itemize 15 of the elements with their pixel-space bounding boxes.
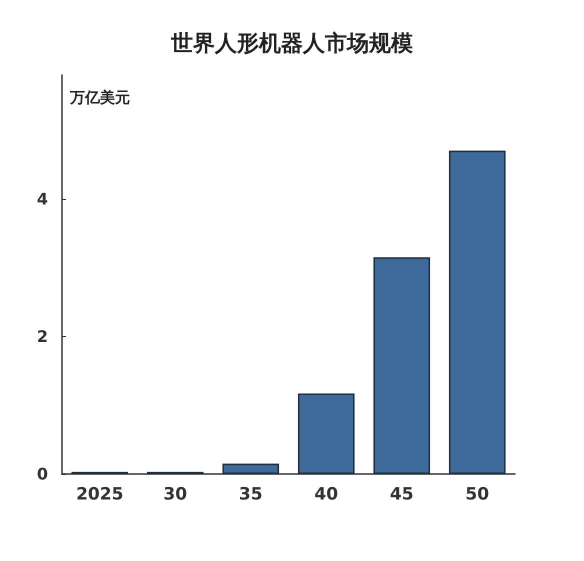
chart-title: 世界人形机器人市场规模: [170, 30, 413, 56]
x-tick-label: 30: [163, 484, 188, 504]
y-tick-label: 2: [36, 326, 48, 346]
x-tick-label: 2025: [76, 484, 124, 504]
bar: [298, 394, 355, 474]
x-tick-label: 40: [314, 484, 338, 504]
y-axis-title: 万亿美元: [69, 88, 130, 106]
bar: [222, 464, 280, 474]
x-tick-label: 45: [390, 484, 414, 504]
y-tick-label: 0: [36, 464, 48, 484]
bar: [373, 257, 430, 474]
bar: [448, 150, 506, 474]
x-tick-label: 35: [238, 484, 263, 504]
x-tick-label: 50: [465, 484, 490, 504]
y-tick-label: 4: [36, 189, 48, 208]
